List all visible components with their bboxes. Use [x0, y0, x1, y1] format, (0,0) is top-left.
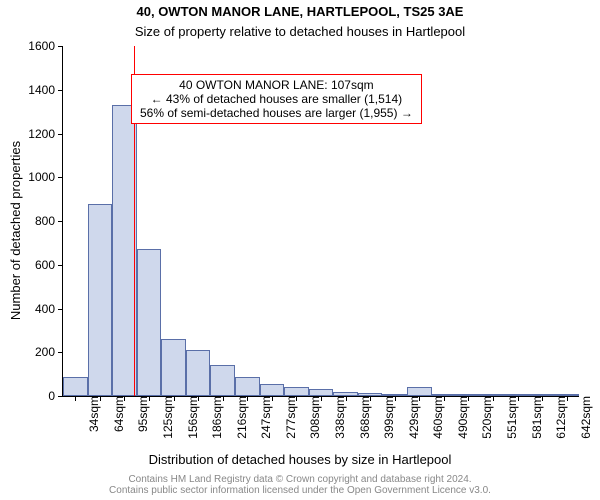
- x-tick: [518, 396, 519, 401]
- copyright-text: Contains HM Land Registry data © Crown c…: [0, 474, 600, 496]
- x-tick-label: 308sqm: [300, 396, 322, 439]
- x-tick: [419, 396, 420, 401]
- x-tick-label: 95sqm: [128, 396, 150, 432]
- annotation-line-2: ← 43% of detached houses are smaller (1,…: [140, 92, 413, 106]
- x-tick: [567, 396, 568, 401]
- bar: [88, 204, 113, 397]
- x-tick-label: 551sqm: [497, 396, 519, 439]
- x-tick: [223, 396, 224, 401]
- x-tick: [444, 396, 445, 401]
- x-tick-label: 520sqm: [472, 396, 494, 439]
- x-tick: [468, 396, 469, 401]
- x-tick-label: 277sqm: [276, 396, 298, 439]
- x-tick: [124, 396, 125, 401]
- x-tick: [149, 396, 150, 401]
- x-tick-label: 642sqm: [571, 396, 593, 439]
- chart-container: 40, OWTON MANOR LANE, HARTLEPOOL, TS25 3…: [0, 0, 600, 500]
- x-axis-label: Distribution of detached houses by size …: [0, 452, 600, 467]
- bar: [210, 365, 235, 396]
- y-tick-label: 1000: [28, 170, 63, 184]
- y-tick-label: 200: [35, 345, 63, 359]
- x-tick-label: 34sqm: [79, 396, 101, 432]
- chart-subtitle: Size of property relative to detached ho…: [0, 24, 600, 39]
- x-tick-label: 156sqm: [178, 396, 200, 439]
- bar: [63, 377, 88, 396]
- x-tick-label: 399sqm: [374, 396, 396, 439]
- bar: [284, 387, 309, 396]
- x-tick: [493, 396, 494, 401]
- x-tick-label: 368sqm: [350, 396, 372, 439]
- bar: [112, 105, 137, 396]
- y-tick-label: 1400: [28, 83, 63, 97]
- y-tick-label: 0: [48, 389, 63, 403]
- bar: [186, 350, 211, 396]
- x-tick: [370, 396, 371, 401]
- annotation-line-3: 56% of semi-detached houses are larger (…: [140, 106, 413, 120]
- bar: [260, 384, 285, 396]
- annotation-line-1: 40 OWTON MANOR LANE: 107sqm: [140, 78, 413, 92]
- x-tick: [321, 396, 322, 401]
- x-tick: [272, 396, 273, 401]
- y-axis-label-text: Number of detached properties: [9, 140, 24, 319]
- x-tick: [100, 396, 101, 401]
- x-tick: [174, 396, 175, 401]
- x-tick: [395, 396, 396, 401]
- y-tick-label: 1200: [28, 127, 63, 141]
- x-tick-label: 186sqm: [202, 396, 224, 439]
- y-axis-label: Number of detached properties: [6, 0, 26, 460]
- y-tick-label: 400: [35, 302, 63, 316]
- x-tick: [542, 396, 543, 401]
- x-tick: [247, 396, 248, 401]
- chart-title: 40, OWTON MANOR LANE, HARTLEPOOL, TS25 3…: [0, 4, 600, 19]
- x-tick-label: 247sqm: [251, 396, 273, 439]
- x-tick: [346, 396, 347, 401]
- y-tick-label: 600: [35, 258, 63, 272]
- x-tick-label: 125sqm: [153, 396, 175, 439]
- annotation-box: 40 OWTON MANOR LANE: 107sqm ← 43% of det…: [131, 74, 422, 124]
- bar: [137, 249, 162, 396]
- x-tick-label: 581sqm: [522, 396, 544, 439]
- x-tick-label: 612sqm: [546, 396, 568, 439]
- x-tick: [198, 396, 199, 401]
- x-tick: [296, 396, 297, 401]
- x-tick-label: 460sqm: [423, 396, 445, 439]
- x-tick-label: 429sqm: [399, 396, 421, 439]
- x-tick-label: 216sqm: [227, 396, 249, 439]
- x-tick: [75, 396, 76, 401]
- plot-area: 40 OWTON MANOR LANE: 107sqm ← 43% of det…: [62, 46, 579, 397]
- y-tick-label: 1600: [28, 39, 63, 53]
- y-tick-label: 800: [35, 214, 63, 228]
- x-tick-label: 490sqm: [448, 396, 470, 439]
- bar: [407, 387, 432, 396]
- x-tick-label: 64sqm: [104, 396, 126, 432]
- x-tick-label: 338sqm: [325, 396, 347, 439]
- bar: [161, 339, 186, 396]
- bar: [235, 377, 260, 396]
